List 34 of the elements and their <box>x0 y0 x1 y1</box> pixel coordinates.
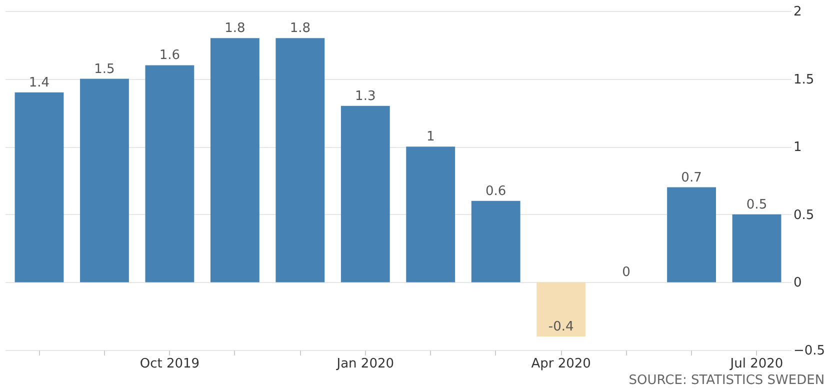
y-tick-label: −0.5 <box>794 344 826 358</box>
y-tick-label: 1 <box>794 140 802 156</box>
bar <box>210 38 260 282</box>
data-label: 0.7 <box>681 170 702 186</box>
bar <box>14 92 64 282</box>
y-tick-label: 0.5 <box>794 208 814 223</box>
data-label: 0.6 <box>486 184 506 199</box>
bar <box>471 200 520 282</box>
bar <box>276 38 325 282</box>
y-tick-label: 1.5 <box>794 72 814 88</box>
data-label: 1.5 <box>94 62 115 77</box>
data-label: 1 <box>426 130 435 145</box>
data-label: 1.8 <box>224 21 246 36</box>
bar <box>406 146 456 282</box>
source-note: SOURCE: STATISTICS SWEDEN <box>628 373 825 388</box>
y-tick-label: 2 <box>794 4 802 20</box>
bar <box>340 106 390 282</box>
bar <box>732 214 782 282</box>
x-tick-label: Jan 2020 <box>336 356 394 372</box>
x-tick-label: Oct 2019 <box>140 356 200 372</box>
data-label: 0.5 <box>746 197 768 212</box>
bar <box>80 78 129 282</box>
data-label: 1.6 <box>159 48 180 64</box>
data-label: 1.4 <box>28 75 50 90</box>
data-label: 1.8 <box>290 21 310 36</box>
bar <box>667 187 716 282</box>
x-tick-label: Jul 2020 <box>729 356 784 372</box>
data-label: 1.3 <box>355 88 376 104</box>
bar <box>145 65 194 282</box>
data-label: -0.4 <box>548 319 574 334</box>
bar <box>536 282 586 336</box>
data-label: 0 <box>622 265 630 280</box>
y-tick-label: 0 <box>794 276 802 291</box>
x-tick-label: Apr 2020 <box>531 356 591 372</box>
